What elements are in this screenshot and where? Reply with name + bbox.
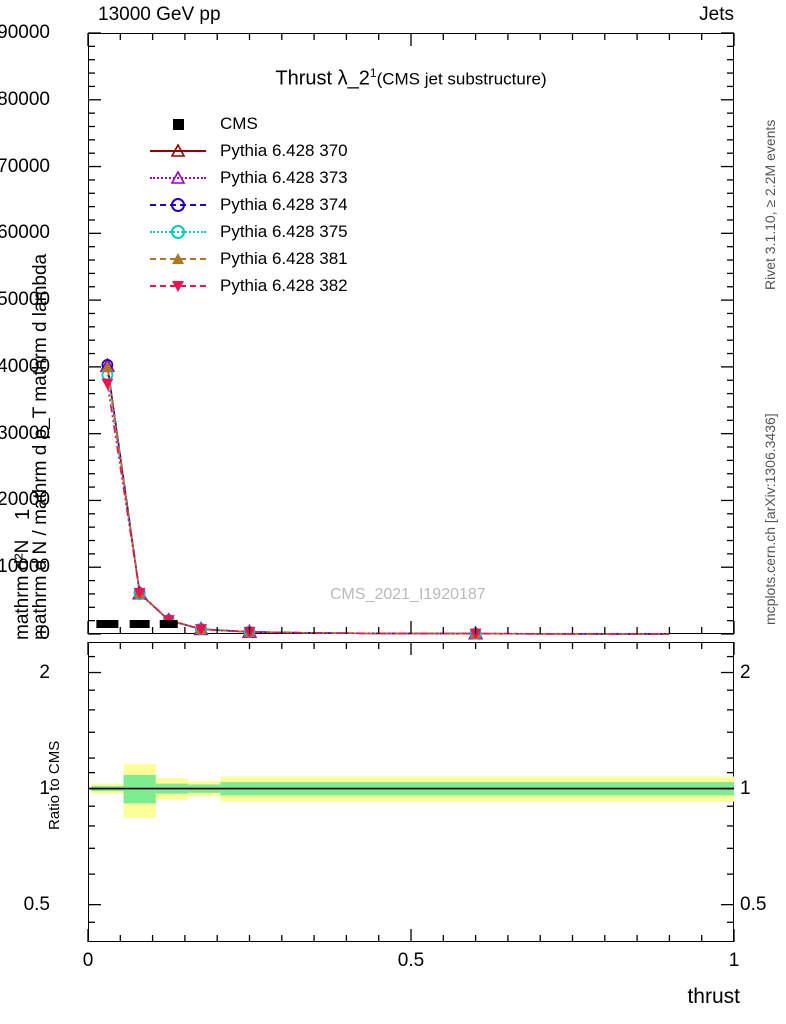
legend-item-label: Pythia 6.428 370 bbox=[220, 140, 348, 160]
ratio-y-axis-label: Ratio to CMS bbox=[46, 740, 63, 830]
legend-item-pythia-6-428-381[interactable]: Pythia 6.428 381 bbox=[150, 245, 410, 272]
x-axis-tick-label: 1 bbox=[728, 950, 740, 971]
legend-item-label: Pythia 6.428 374 bbox=[220, 194, 348, 214]
legend-item-label: Pythia 6.428 382 bbox=[220, 275, 348, 295]
legend-marker-triangle-up-icon bbox=[171, 170, 186, 184]
analysis-id-watermark: CMS_2021_I1920187 bbox=[330, 586, 486, 603]
ratio-y-axis-tick-label: 2 bbox=[39, 661, 50, 683]
legend-marker-triangle-dn-f-icon bbox=[171, 279, 185, 293]
legend-item-label: Pythia 6.428 375 bbox=[220, 221, 348, 241]
legend-key-icon bbox=[150, 142, 206, 160]
legend: CMS Pythia 6.428 370 Pythia 6.428 373 Pythi… bbox=[150, 110, 410, 299]
legend-item-pythia-6-428-370[interactable]: Pythia 6.428 370 bbox=[150, 137, 410, 164]
legend-marker-square-icon bbox=[173, 118, 184, 130]
ratio-y-axis-tick-label-right: 1 bbox=[740, 777, 751, 799]
legend-key-icon bbox=[150, 223, 206, 241]
legend-item-pythia-6-428-373[interactable]: Pythia 6.428 373 bbox=[150, 164, 410, 191]
header-analysis-category: Jets bbox=[699, 4, 734, 25]
plot-title-superscript: 1 bbox=[369, 66, 377, 80]
ratio-y-axis-tick-label: 0.5 bbox=[23, 893, 50, 915]
header-collision-energy: 13000 GeV pp bbox=[98, 4, 221, 25]
y-axis-tick-label: 50000 bbox=[0, 289, 50, 311]
x-axis-tick-label: 0 bbox=[82, 950, 94, 971]
y-axis-tick-label: 0 bbox=[39, 623, 50, 644]
y-axis-tick-label: 10000 bbox=[0, 556, 50, 578]
y-axis-tick-label: 60000 bbox=[0, 222, 50, 244]
legend-key-icon bbox=[150, 250, 206, 268]
x-axis-tick-label: 0.5 bbox=[397, 950, 425, 971]
legend-item-label: CMS bbox=[220, 113, 258, 133]
legend-item-pythia-6-428-382[interactable]: Pythia 6.428 382 bbox=[150, 272, 410, 299]
y-axis-tick-label: 70000 bbox=[0, 155, 50, 177]
plot-title-main: Thrust λ_2 bbox=[275, 67, 370, 90]
y-axis-tick-label: 80000 bbox=[0, 88, 50, 110]
legend-marker-circle-icon bbox=[171, 197, 185, 212]
legend-item-pythia-6-428-375[interactable]: Pythia 6.428 375 bbox=[150, 218, 410, 245]
y-axis-tick-label: 20000 bbox=[0, 489, 50, 511]
legend-line-sample bbox=[150, 149, 206, 152]
legend-item-cms[interactable]: CMS bbox=[150, 110, 410, 137]
legend-item-pythia-6-428-374[interactable]: Pythia 6.428 374 bbox=[150, 191, 410, 218]
legend-key-icon bbox=[150, 169, 206, 187]
legend-key-icon bbox=[150, 196, 206, 214]
y-axis-tick-label: 40000 bbox=[0, 355, 50, 377]
x-axis-label: thrust bbox=[687, 985, 740, 1008]
legend-item-label: Pythia 6.428 381 bbox=[220, 248, 348, 268]
y-axis-label-main-outer: 1 bbox=[12, 508, 34, 520]
mcplots-reference-note: mcplots.cern.ch [arXiv:1306.3436] bbox=[762, 413, 778, 625]
legend-marker-triangle-up-icon bbox=[171, 143, 186, 157]
page-title: Thrust λ_21(CMS jet substructure) bbox=[88, 66, 734, 91]
ratio-y-axis-tick-label-right: 0.5 bbox=[740, 893, 767, 915]
legend-marker-circle-icon bbox=[171, 224, 185, 239]
ratio-y-axis-tick-label-right: 2 bbox=[740, 661, 751, 683]
plot-title-paren: (CMS jet substructure) bbox=[376, 69, 547, 89]
y-axis-label-main-denominator: mathrm d²N bbox=[12, 539, 33, 640]
legend-marker-triangle-up-f-icon bbox=[171, 252, 185, 266]
y-axis-tick-label: 90000 bbox=[0, 22, 50, 43]
legend-key-icon bbox=[150, 277, 206, 295]
ratio-y-axis-tick-label: 1 bbox=[39, 777, 50, 799]
legend-line-sample bbox=[150, 176, 206, 179]
legend-item-label: Pythia 6.428 373 bbox=[220, 167, 348, 187]
y-axis-tick-label: 30000 bbox=[0, 422, 50, 444]
rivet-version-note: Rivet 3.1.10, ≥ 2.2M events bbox=[762, 119, 778, 290]
legend-key-icon bbox=[150, 115, 206, 133]
